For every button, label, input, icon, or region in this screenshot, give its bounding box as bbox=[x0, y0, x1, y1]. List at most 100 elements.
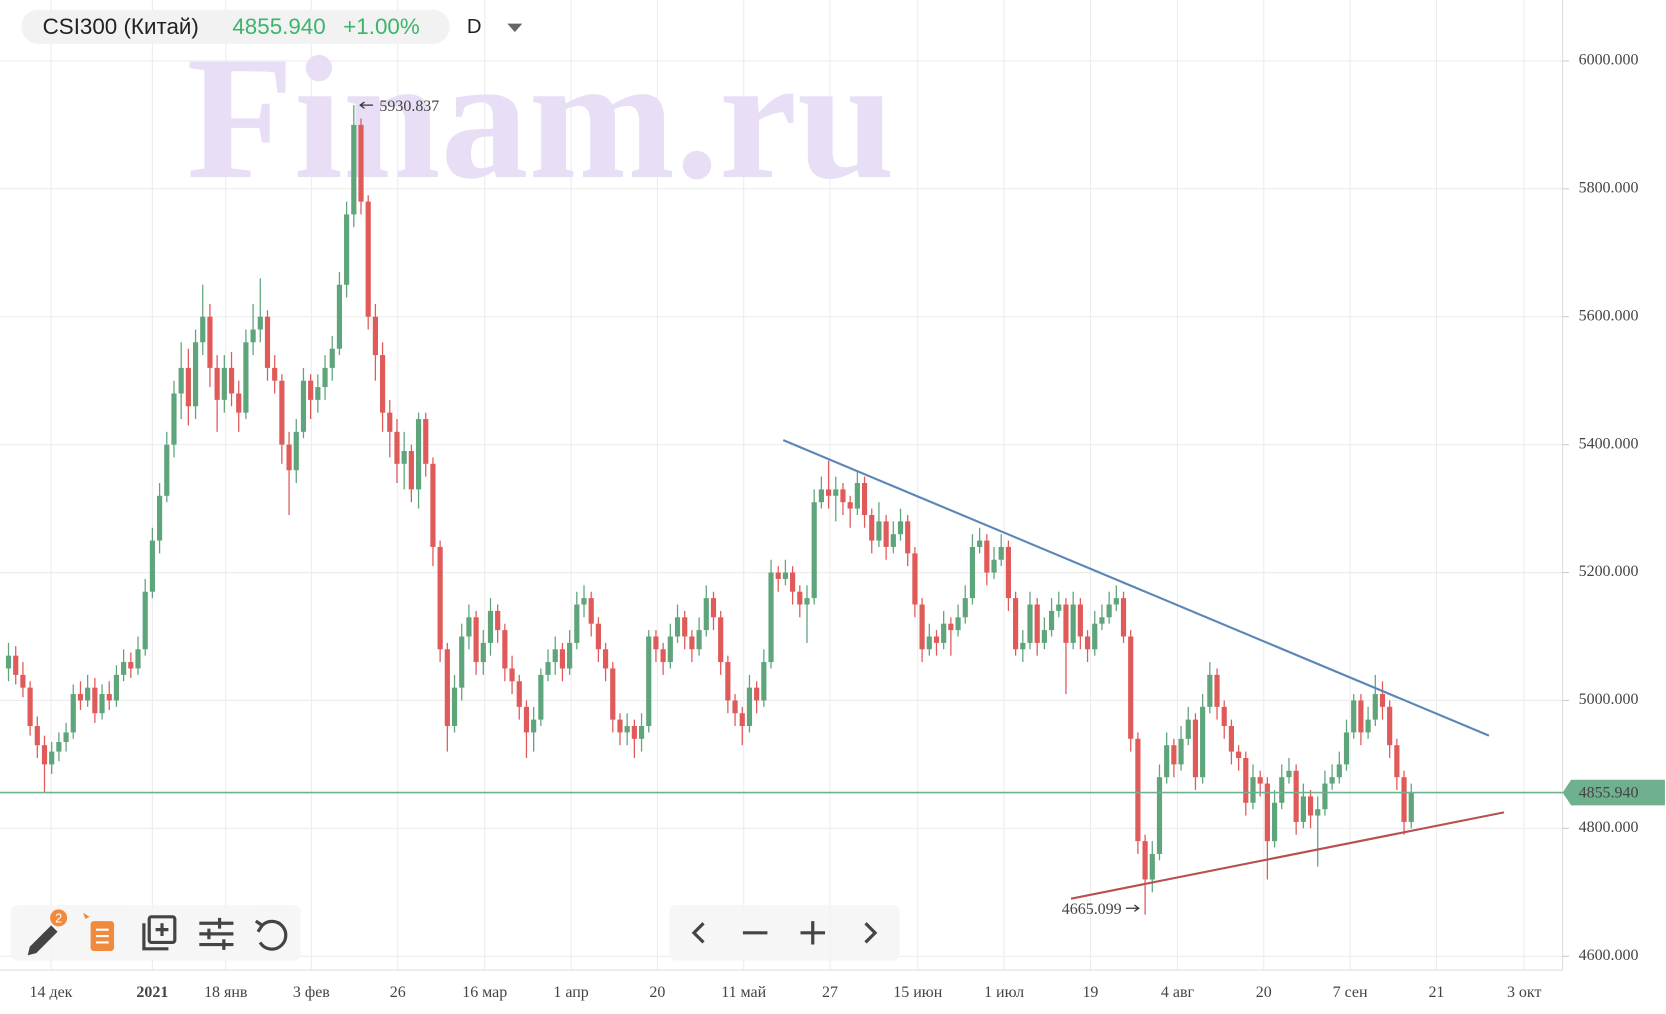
y-tick-label: 6000.000 bbox=[1579, 52, 1639, 69]
candle-body bbox=[1387, 706, 1393, 746]
scroll-right[interactable] bbox=[864, 922, 878, 944]
x-tick-label: 14 дек bbox=[29, 984, 72, 1001]
settings-tool[interactable] bbox=[199, 917, 234, 950]
candle-body bbox=[1077, 604, 1083, 637]
candle-body bbox=[854, 483, 860, 509]
x-tick-label: 1 апр bbox=[553, 984, 588, 1001]
candle-body bbox=[1372, 694, 1378, 720]
candle-body bbox=[782, 572, 789, 579]
candle-body bbox=[1084, 636, 1091, 650]
candle-body bbox=[1300, 796, 1306, 822]
candle-body bbox=[473, 617, 479, 663]
x-tick-label: 2021 bbox=[136, 984, 168, 1001]
candle-body bbox=[56, 742, 62, 752]
candle-body bbox=[164, 444, 170, 496]
candle-body bbox=[1099, 617, 1105, 624]
candle-body bbox=[1351, 700, 1357, 733]
candle-body bbox=[308, 380, 314, 400]
toolbar-left bbox=[10, 905, 301, 961]
candle-body bbox=[703, 598, 709, 631]
candle-body bbox=[710, 598, 717, 618]
interval[interactable]: D bbox=[467, 16, 482, 38]
candle-body bbox=[459, 636, 465, 688]
annotation-label: 5930.837 bbox=[379, 98, 439, 115]
candle-body bbox=[34, 726, 40, 746]
reset-tool[interactable] bbox=[254, 919, 288, 951]
candle-body bbox=[1120, 598, 1127, 637]
candle-body bbox=[847, 502, 853, 509]
candle-body bbox=[63, 732, 69, 743]
candle-body bbox=[344, 214, 350, 285]
price-change: +1.00% bbox=[343, 14, 420, 39]
candle-body bbox=[250, 329, 256, 343]
candle-body bbox=[1034, 604, 1040, 643]
candle-body bbox=[5, 655, 12, 669]
candle-body bbox=[1192, 719, 1199, 778]
annotation-arrow bbox=[359, 101, 373, 109]
candle-body bbox=[897, 521, 904, 535]
candle-body bbox=[754, 687, 760, 701]
y-tick-label: 5800.000 bbox=[1579, 179, 1639, 196]
candle-body bbox=[41, 745, 48, 765]
candle-body bbox=[27, 687, 33, 727]
annotation-arrow bbox=[1125, 904, 1140, 912]
candle-body bbox=[905, 521, 911, 554]
candle-body bbox=[272, 367, 278, 381]
list-tool[interactable] bbox=[83, 912, 115, 951]
last-price-label: 4855.940 bbox=[1579, 784, 1639, 801]
candle-body bbox=[991, 559, 997, 573]
candle-body bbox=[451, 687, 458, 727]
y-tick-label: 4800.000 bbox=[1579, 819, 1639, 836]
candle-body bbox=[1178, 738, 1184, 765]
candle-body bbox=[121, 662, 127, 675]
candle-body bbox=[1041, 630, 1047, 643]
draw-tool[interactable] bbox=[27, 925, 58, 956]
annotation-label: 4665.099 bbox=[1062, 901, 1122, 918]
zoom-in[interactable] bbox=[800, 921, 826, 945]
interval-dropdown[interactable] bbox=[507, 23, 523, 33]
x-tick-label: 3 фев bbox=[293, 984, 330, 1001]
candle-body bbox=[804, 598, 810, 605]
scroll-left[interactable] bbox=[691, 922, 705, 944]
candle-body bbox=[70, 694, 76, 733]
candle-body bbox=[523, 706, 530, 733]
candle-body bbox=[682, 617, 688, 637]
candle-body bbox=[1128, 636, 1134, 739]
candle-body bbox=[516, 681, 522, 707]
candle-body bbox=[113, 674, 120, 701]
candle-body bbox=[214, 367, 220, 400]
candle-body bbox=[962, 598, 968, 618]
candle-body bbox=[933, 636, 940, 643]
candle-body bbox=[1228, 726, 1235, 752]
candle-body bbox=[559, 649, 566, 669]
candle-body bbox=[840, 489, 846, 503]
candle-body bbox=[1156, 777, 1163, 854]
candle-body bbox=[811, 502, 817, 599]
candle-body bbox=[387, 412, 393, 432]
candle-body bbox=[948, 623, 954, 631]
candle-body bbox=[545, 662, 551, 675]
x-tick-label: 27 bbox=[822, 984, 838, 1001]
candle-body bbox=[99, 694, 105, 714]
candle-body bbox=[351, 124, 357, 215]
candle-body bbox=[631, 726, 637, 739]
candle-body bbox=[444, 649, 450, 727]
candle-body bbox=[466, 617, 472, 637]
candle-body bbox=[408, 451, 414, 490]
price-annotation: 5930.837 bbox=[359, 98, 439, 115]
header-pill[interactable] bbox=[21, 9, 450, 44]
candle-body bbox=[1142, 841, 1148, 880]
y-tick-label: 5200.000 bbox=[1579, 563, 1639, 580]
add-tool[interactable] bbox=[142, 915, 177, 951]
candle-body bbox=[588, 598, 594, 624]
candle-body bbox=[1214, 674, 1220, 707]
candle-body bbox=[415, 419, 422, 490]
candle-body bbox=[293, 431, 299, 471]
candle-body bbox=[1092, 623, 1098, 650]
candle-body bbox=[171, 393, 177, 445]
candle-body bbox=[567, 642, 573, 669]
candle-body bbox=[1013, 598, 1019, 650]
candle-body bbox=[1164, 745, 1170, 778]
candle-body bbox=[919, 604, 925, 650]
candle-body bbox=[106, 694, 112, 701]
